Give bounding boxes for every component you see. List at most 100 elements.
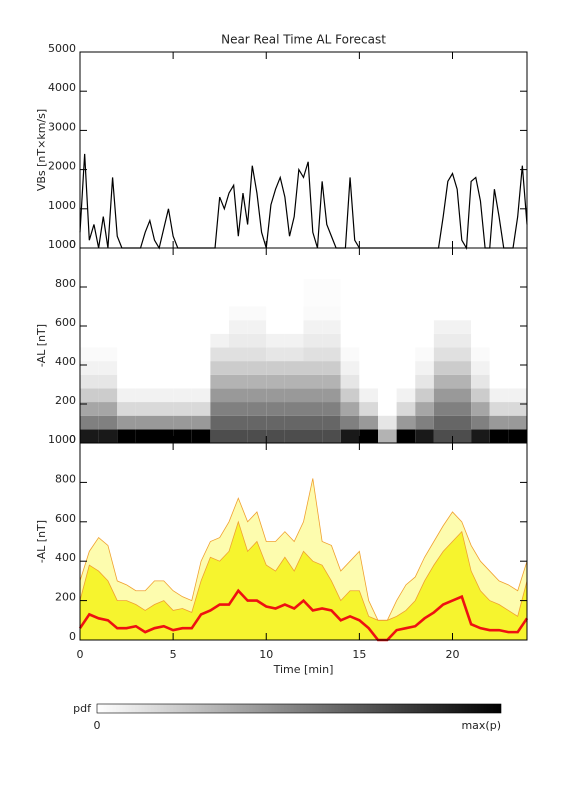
pdf-cell (433, 292, 453, 307)
pdf-cell (247, 320, 267, 334)
y-tick-label: 0 (69, 630, 76, 643)
pdf-cell (396, 347, 416, 362)
pdf-cell (98, 429, 118, 443)
pdf-cell (433, 388, 453, 403)
pdf-cell (210, 402, 229, 416)
pdf-cell (378, 402, 397, 416)
pdf-cell (452, 361, 472, 375)
pdf-cell (154, 374, 174, 389)
pdf-cell (359, 279, 378, 293)
pdf-cell (173, 415, 192, 430)
band-line (79, 520, 528, 621)
pdf-cell (359, 388, 378, 403)
pdf-cell (508, 320, 527, 334)
pdf-cell (80, 361, 99, 375)
pdf-cell (80, 388, 99, 403)
pdf-cell (191, 415, 211, 430)
pdf-cell (396, 279, 416, 293)
pdf-cell (471, 415, 490, 430)
pdf-cell (489, 374, 509, 389)
y-tick-label: 0 (69, 433, 76, 446)
pdf-cell (229, 320, 248, 334)
pdf-cell (433, 333, 453, 348)
pdf-cell (98, 415, 118, 430)
pdf-cell (433, 374, 453, 389)
pdf-cell (80, 333, 99, 348)
pdf-cell (247, 361, 267, 375)
pdf-cell (154, 347, 174, 362)
pdf-cell (284, 279, 304, 293)
pdf-cell (303, 320, 323, 334)
pdf-cell (247, 429, 267, 443)
y-tick-label: 600 (55, 512, 76, 525)
pdf-cell (378, 361, 397, 375)
pdf-cell (322, 292, 341, 307)
pdf-cell (284, 361, 304, 375)
pdf-cell (117, 415, 136, 430)
pdf-cell (322, 320, 341, 334)
pdf-cell (471, 292, 490, 307)
pdf-cell (210, 279, 229, 293)
pdf-cell (452, 402, 472, 416)
pdf-cell (117, 361, 136, 375)
pdf-cell (191, 402, 211, 416)
pdf-cell (378, 292, 397, 307)
pdf-cell (247, 374, 267, 389)
pdf-cell (359, 374, 378, 389)
pdf-cell (489, 279, 509, 293)
pdf-cell (489, 306, 509, 321)
pdf-cell (154, 415, 174, 430)
pdf-cell (489, 402, 509, 416)
pdf-cell (191, 374, 211, 389)
pdf-cell (266, 429, 285, 443)
pdf-cell (191, 292, 211, 307)
pdf-cell (135, 292, 155, 307)
pdf-cell (247, 415, 267, 430)
colorbar-tick-label: max(p) (461, 719, 501, 732)
pdf-cell (415, 374, 434, 389)
pdf-cell (191, 333, 211, 348)
pdf-cell (471, 306, 490, 321)
pdf-cell (471, 333, 490, 348)
pdf-cell (471, 361, 490, 375)
pdf-cell (303, 292, 323, 307)
y-tick-label: 4000 (48, 81, 76, 94)
pdf-cell (415, 402, 434, 416)
band-line (79, 478, 528, 621)
pdf-cell (415, 320, 434, 334)
pdf-cell (173, 402, 192, 416)
pdf-cell (359, 347, 378, 362)
pdf-cell (396, 361, 416, 375)
pdf-cell (117, 374, 136, 389)
colorbar-label: pdf (73, 702, 92, 715)
pdf-cell (322, 429, 341, 443)
pdf-cell (266, 388, 285, 403)
pdf-cell (173, 388, 192, 403)
pdf-cell (489, 320, 509, 334)
pdf-cell (98, 292, 118, 307)
pdf-cell (284, 388, 304, 403)
median-line (78, 588, 529, 642)
pdf-cell (117, 347, 136, 362)
pdf-cell (452, 292, 472, 307)
pdf-cell (191, 388, 211, 403)
pdf-cell (117, 320, 136, 334)
pdf-cell (266, 415, 285, 430)
pdf-cell (117, 402, 136, 416)
pdf-cell (173, 292, 192, 307)
pdf-cell (452, 320, 472, 334)
pdf-cell (80, 374, 99, 389)
pdf-cell (266, 347, 285, 362)
pdf-cell (135, 320, 155, 334)
pdf-cell (508, 292, 527, 307)
pdf-cell (154, 361, 174, 375)
pdf-cell (340, 306, 360, 321)
pdf-cell (378, 388, 397, 403)
pdf-cell (154, 388, 174, 403)
pdf-cell (508, 347, 527, 362)
pdf-cell (508, 415, 527, 430)
pdf-cell (173, 374, 192, 389)
pdf-cell (191, 320, 211, 334)
pdf-cell (80, 279, 99, 293)
pdf-cell (303, 347, 323, 362)
